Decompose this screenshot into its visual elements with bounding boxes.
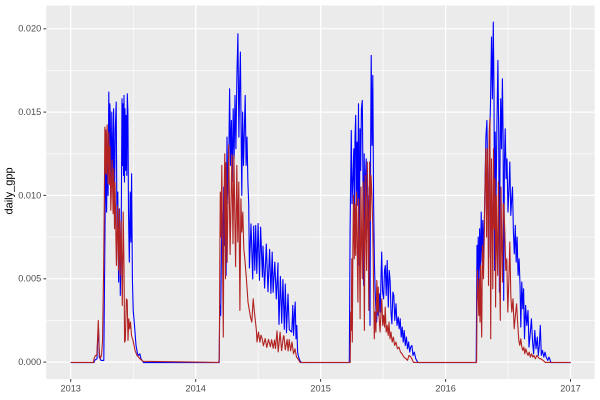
svg-text:2013: 2013 [60, 384, 80, 394]
svg-text:0.020: 0.020 [18, 24, 41, 34]
svg-text:2017: 2017 [560, 384, 580, 394]
svg-text:2015: 2015 [310, 384, 330, 394]
svg-text:2016: 2016 [435, 384, 455, 394]
svg-text:2014: 2014 [185, 384, 205, 394]
svg-text:0.000: 0.000 [18, 357, 41, 367]
svg-text:0.005: 0.005 [18, 274, 41, 284]
svg-text:0.010: 0.010 [18, 190, 41, 200]
svg-text:daily_gpp: daily_gpp [4, 167, 16, 214]
svg-text:0.015: 0.015 [18, 107, 41, 117]
